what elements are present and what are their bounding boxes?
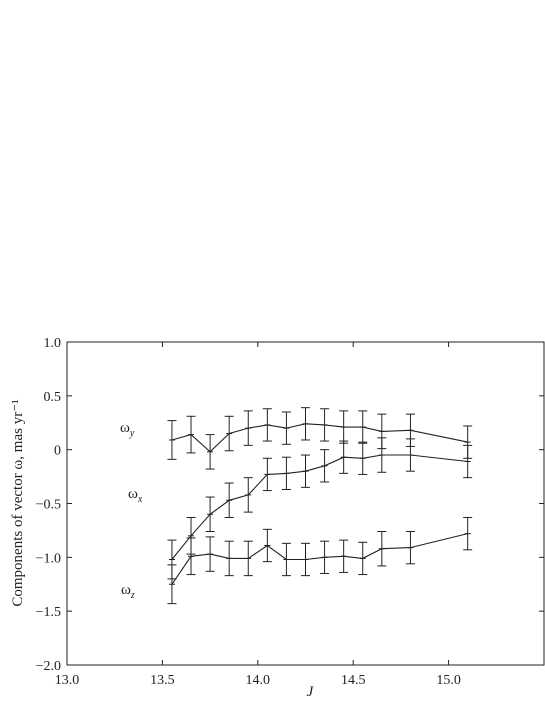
error-bar-y	[262, 408, 272, 442]
error-bar-z	[167, 564, 177, 605]
series-group	[167, 407, 473, 605]
x-axis: 13.0 13.5 14.0 14.5 15.0	[55, 342, 461, 688]
y-tick-label: 0	[54, 444, 61, 459]
error-bar-z	[205, 536, 215, 572]
x-tick-label: 13.5	[150, 673, 175, 688]
y-tick-label: −0.5	[36, 498, 61, 513]
error-bar-x	[243, 477, 253, 513]
series-label-z: ωz	[121, 582, 135, 601]
x-tick-label: 13.0	[55, 673, 80, 688]
y-tick-label: −1.5	[36, 605, 61, 620]
error-bar-z	[186, 537, 196, 576]
y-tick-label: 1.0	[44, 336, 62, 351]
x-axis-label: J	[307, 684, 315, 700]
error-bar-z	[405, 530, 415, 565]
error-bar-z	[262, 528, 272, 563]
error-bar-x	[377, 437, 387, 473]
error-bar-z	[301, 542, 310, 577]
error-bar-x	[205, 496, 215, 532]
error-bar-y	[281, 411, 291, 445]
error-bar-x	[463, 444, 473, 479]
y-tick-label: −1.0	[36, 551, 61, 566]
error-bar-z	[339, 539, 349, 573]
error-bar-z	[320, 540, 330, 574]
error-bar-z	[281, 542, 291, 577]
error-bar-x	[224, 482, 234, 518]
series-label-y: ωy	[120, 420, 135, 439]
error-bar-z	[243, 540, 253, 577]
error-bar-x	[301, 454, 310, 488]
error-bar-y	[167, 420, 177, 460]
error-bar-x	[405, 438, 415, 472]
series-label-x: ωx	[128, 486, 143, 505]
error-bar-x	[262, 457, 272, 492]
error-bar-y	[205, 434, 215, 470]
error-bar-x	[339, 440, 349, 474]
y-axis: 1.0 0.5 0 −0.5 −1.0 −1.5 −2.0	[36, 336, 544, 674]
error-bar-y	[224, 415, 234, 452]
error-bar-y	[186, 415, 196, 454]
error-bar-y	[301, 407, 310, 441]
series-line-x	[171, 454, 468, 560]
error-bar-x	[281, 456, 291, 491]
error-bar-y	[243, 410, 253, 446]
error-bar-x	[320, 449, 330, 483]
x-tick-label: 14.0	[246, 673, 271, 688]
y-tick-label: 0.5	[44, 390, 62, 405]
error-bar-x	[358, 441, 368, 475]
series-line-y	[171, 423, 468, 453]
error-bar-z	[463, 516, 473, 551]
error-bar-y	[358, 410, 368, 444]
y-axis-label: Components of vector ω, mas yr⁻¹	[10, 399, 26, 606]
x-tick-label: 14.5	[341, 673, 366, 688]
error-bar-z	[377, 530, 387, 567]
error-bar-z	[224, 540, 234, 577]
y-tick-label: −2.0	[36, 659, 61, 674]
x-tick-label: 15.0	[436, 673, 461, 688]
error-bar-z	[358, 541, 368, 576]
series-line-z	[171, 533, 468, 585]
error-bar-y	[320, 408, 330, 442]
series-labels: ωy ωx ωz	[120, 420, 143, 601]
